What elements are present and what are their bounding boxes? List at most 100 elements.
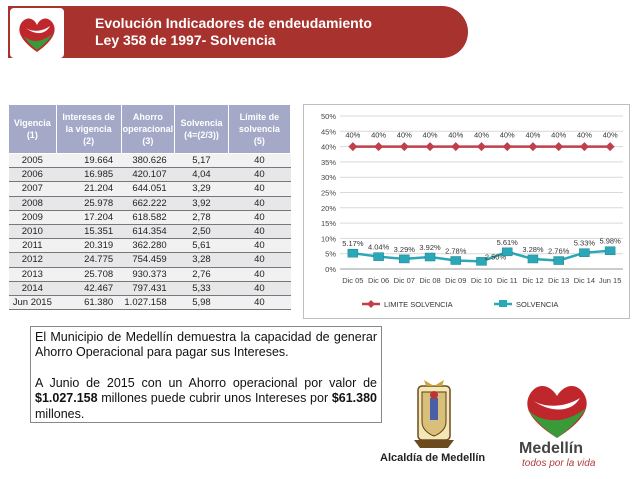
y-tick-label: 50%: [321, 112, 336, 121]
data-point-marker: [373, 252, 384, 261]
y-tick-label: 40%: [321, 143, 336, 152]
data-label: 2.78%: [445, 246, 467, 255]
data-label: 40%: [448, 131, 463, 140]
table-cell: 2005: [8, 153, 57, 169]
table-cell: 420.107: [121, 167, 175, 183]
table-row: Jun 2015 61.380 1.027.158 5,98 40: [8, 295, 291, 311]
table-cell: 2008: [8, 196, 57, 211]
table-cell: 19.664: [56, 153, 122, 169]
title-line-2: Ley 358 de 1997- Solvencia: [95, 32, 276, 48]
data-label: 5.61%: [497, 238, 519, 247]
table-cell: 2014: [8, 281, 57, 296]
x-tick-label: Dic 06: [368, 276, 389, 285]
medellin-slogan-label: todos por la vida: [522, 458, 596, 469]
col-header-limite: Límite de solvencia (5): [227, 104, 292, 154]
table-cell: 362.280: [121, 238, 175, 254]
table-cell: 2009: [8, 210, 57, 225]
data-point-marker: [579, 248, 590, 257]
table-cell: 662.222: [121, 196, 175, 211]
table-cell: 5,33: [174, 281, 229, 296]
col-header-vigencia: Vigencia (1): [8, 104, 57, 154]
y-tick-label: 5%: [325, 250, 336, 259]
data-point-marker: [605, 142, 615, 152]
x-tick-label: Dic 12: [522, 276, 543, 285]
table-cell: 1.027.158: [121, 295, 175, 311]
summary-text-box: El Municipio de Medellín demuestra la ca…: [30, 326, 382, 423]
table-cell: 24.775: [56, 252, 122, 268]
table-cell: 797.431: [121, 281, 175, 296]
data-label: 4.04%: [368, 243, 390, 252]
table-cell: 754.459: [121, 252, 175, 268]
legend-label: SOLVENCIA: [516, 300, 558, 309]
table-cell: 25.708: [56, 267, 122, 282]
data-label: 40%: [500, 131, 515, 140]
table-cell: 2011: [8, 238, 57, 254]
data-label: 5.17%: [342, 239, 364, 248]
table-cell: 40: [228, 153, 291, 169]
y-tick-label: 45%: [321, 127, 336, 136]
data-point-marker: [476, 257, 487, 266]
table-body: 2005 19.664 380.626 5,17 40 2006 16.985 420.107…: [8, 153, 291, 311]
chart-svg: 0% 5% 10% 15% 20% 25% 30% 35% 40% 45% 50% Dic 05 Dic…: [321, 112, 623, 309]
table-row: 2009 17.204 618.582 2,78 40: [8, 210, 291, 225]
table-cell: 380.626: [121, 153, 175, 169]
x-tick-label: Dic 10: [471, 276, 492, 285]
data-label: 3.28%: [522, 245, 544, 254]
table-cell: 40: [228, 238, 291, 254]
table-cell: 5,17: [174, 153, 229, 169]
data-label: 40%: [551, 131, 566, 140]
table-cell: 644.051: [121, 181, 175, 197]
table-cell: 20.319: [56, 238, 122, 254]
table-cell: 40: [228, 281, 291, 296]
table-cell: 3,29: [174, 181, 229, 197]
table-cell: 618.582: [121, 210, 175, 225]
table-cell: 614.354: [121, 224, 175, 240]
legend-swatch-marker: [499, 300, 507, 307]
y-tick-label: 0%: [325, 265, 336, 274]
data-label: 40%: [423, 131, 438, 140]
table-row: 2008 25.978 662.222 3,92 40: [8, 196, 291, 211]
data-point-marker: [527, 254, 539, 264]
page-title: Evolución Indicadores de endeudamiento L…: [95, 15, 372, 49]
data-label: 40%: [371, 131, 386, 140]
table-row: 2013 25.708 930.373 2,76 40: [8, 267, 291, 282]
data-point-marker: [579, 142, 589, 152]
col-header-ahorro: Ahorro operacional (3): [120, 104, 176, 154]
table-cell: 40: [228, 167, 291, 183]
data-point-marker: [528, 142, 538, 152]
data-label: 40%: [474, 131, 489, 140]
data-point-marker: [554, 142, 564, 152]
table-cell: 15.351: [56, 224, 122, 240]
col-header-intereses: Intereses de la vigencia (2): [55, 104, 122, 154]
table-cell: 42.467: [56, 281, 122, 296]
data-point-marker: [347, 248, 359, 258]
y-tick-label: 25%: [321, 189, 336, 198]
y-tick-label: 30%: [321, 173, 336, 182]
data-point-marker: [424, 252, 436, 262]
solvency-table: Vigencia (1) Intereses de la vigencia (2) …: [8, 104, 292, 311]
data-label: 40%: [577, 131, 592, 140]
table-cell: 2007: [8, 181, 57, 197]
table-row: 2007 21.204 644.051 3,29 40: [8, 181, 291, 197]
legend-swatch-marker: [367, 300, 375, 308]
data-label: 2.76%: [548, 247, 570, 256]
legend-label: LIMITE SOLVENCIA: [384, 300, 453, 309]
table-row: 2014 42.467 797.431 5,33 40: [8, 281, 291, 296]
data-point-marker: [348, 142, 358, 152]
data-label: 5.33%: [574, 239, 596, 248]
table-cell: 40: [228, 252, 291, 268]
solvency-chart: 0% 5% 10% 15% 20% 25% 30% 35% 40% 45% 50% Dic 05 Dic…: [303, 104, 630, 319]
x-tick-label: Dic 05: [342, 276, 363, 285]
table-header-row: Vigencia (1) Intereses de la vigencia (2) …: [8, 104, 292, 154]
data-point-marker: [399, 254, 410, 264]
data-label: 40%: [603, 131, 618, 140]
data-label: 5.98%: [599, 237, 621, 246]
medellin-logo-icon: [527, 385, 587, 438]
table-cell: 40: [228, 224, 291, 240]
table-row: 2006 16.985 420.107 4,04 40: [8, 167, 291, 183]
x-tick-label: Dic 08: [419, 276, 440, 285]
table-row: 2005 19.664 380.626 5,17 40: [8, 153, 291, 169]
data-point-marker: [501, 247, 513, 257]
x-tick-label: Dic 13: [548, 276, 569, 285]
data-label: 2.50%: [485, 252, 507, 261]
